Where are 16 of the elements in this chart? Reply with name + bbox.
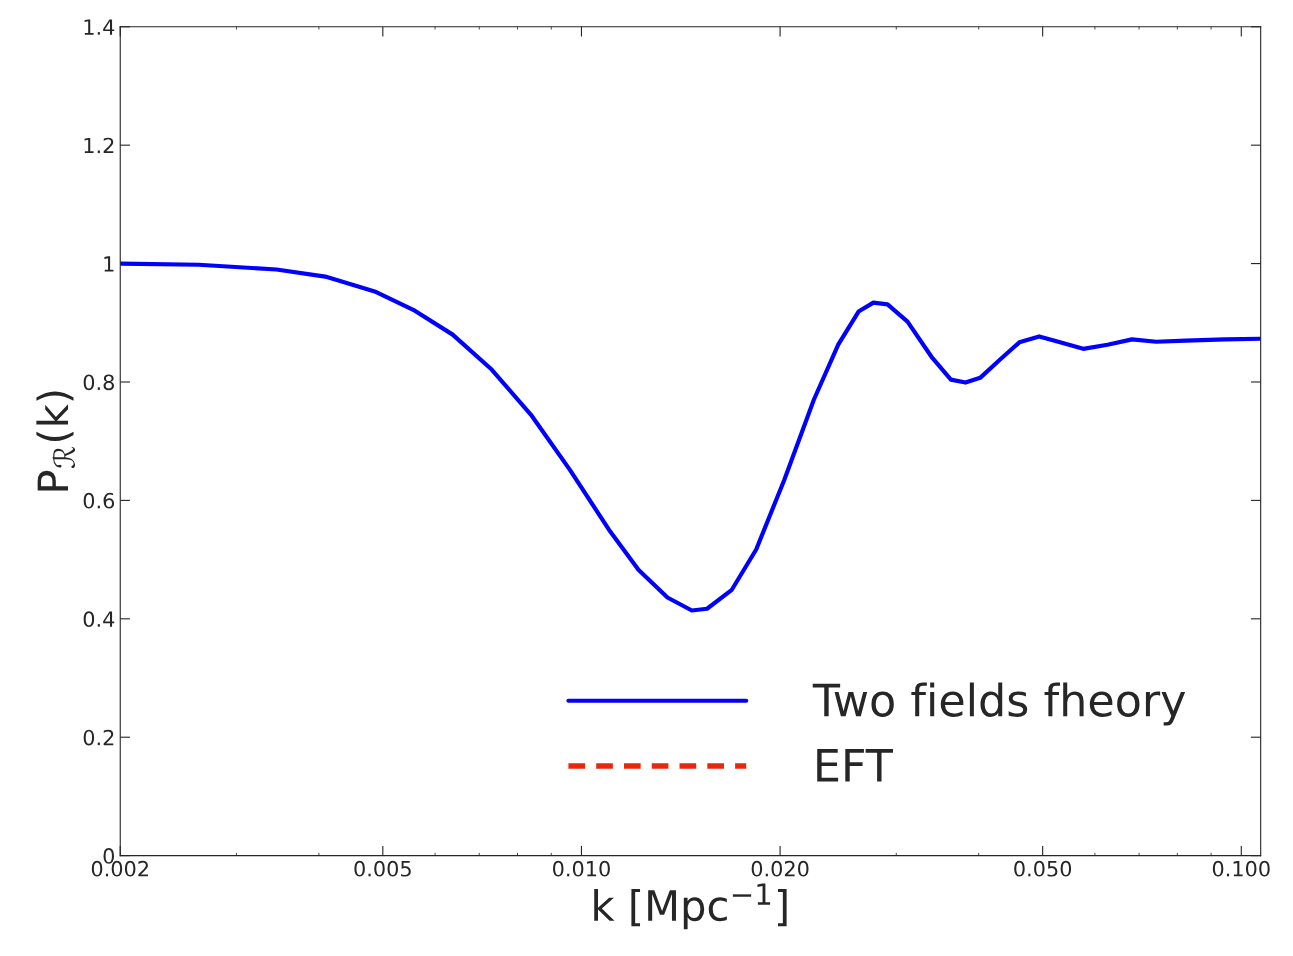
x-axis-title: k [Mpc$^{−1}$] [594,883,787,930]
y-tick-label: 0.4 [83,611,115,628]
legend-label: Two fields fheory [812,682,1186,726]
y-tick-label: 0.2 [83,729,114,746]
x-tick-label: 0.100 [1212,860,1270,877]
x-tick-label: 0.050 [1014,860,1072,877]
y-tick-label: 1.2 [84,137,114,154]
y-tick-label: 0.8 [83,374,114,391]
legend-label: EFT [817,749,894,782]
y-tick-label: 1 [104,256,114,272]
x-tick-label: 0.005 [354,860,411,877]
y-axis-title: P$_{ℛ}$(k) [36,391,76,491]
x-tick-label: 0.020 [751,860,809,877]
y-tick-label: 0.6 [83,492,115,509]
x-tick-label: 0.010 [553,860,610,877]
y-tick-label: 1.4 [84,19,115,35]
